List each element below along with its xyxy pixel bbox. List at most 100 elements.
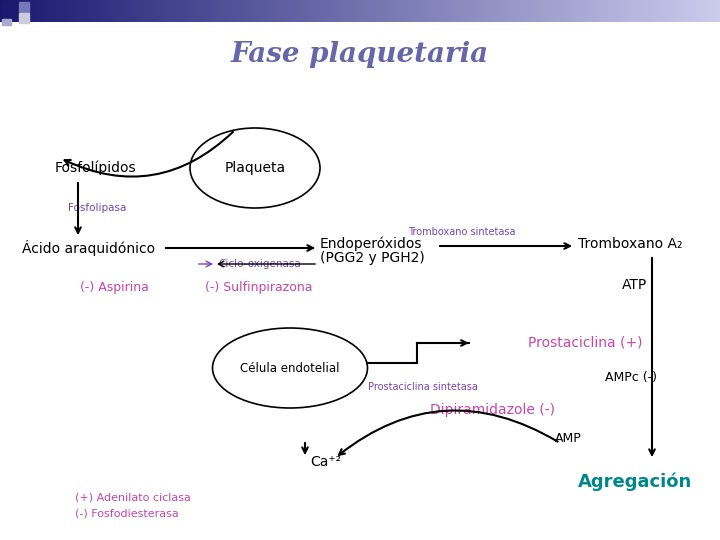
Bar: [406, 0, 407, 22]
Bar: [335, 0, 336, 22]
Text: Fase plaquetaria: Fase plaquetaria: [231, 42, 489, 69]
Bar: [198, 0, 199, 22]
Bar: [338, 0, 339, 22]
Bar: [118, 0, 119, 22]
Bar: [438, 0, 439, 22]
Bar: [319, 0, 320, 22]
Bar: [652, 0, 653, 22]
Bar: [362, 0, 363, 22]
Bar: [9, 0, 10, 22]
Bar: [217, 0, 218, 22]
Bar: [206, 0, 207, 22]
Bar: [224, 0, 225, 22]
Bar: [659, 0, 660, 22]
Bar: [332, 0, 333, 22]
Bar: [452, 0, 453, 22]
Bar: [201, 0, 202, 22]
Text: Ácido araquidónico: Ácido araquidónico: [22, 240, 155, 256]
Text: Prostaciclina sintetasa: Prostaciclina sintetasa: [368, 382, 478, 392]
Bar: [639, 0, 640, 22]
Bar: [591, 0, 592, 22]
Bar: [481, 0, 482, 22]
Bar: [123, 0, 124, 22]
Bar: [7, 0, 8, 22]
Bar: [105, 0, 106, 22]
Bar: [163, 0, 164, 22]
Bar: [252, 0, 253, 22]
Bar: [78, 0, 79, 22]
Text: Dipiramidazole (-): Dipiramidazole (-): [430, 403, 555, 417]
Bar: [640, 0, 641, 22]
Bar: [323, 0, 324, 22]
Bar: [597, 0, 598, 22]
Bar: [94, 0, 95, 22]
Bar: [586, 0, 587, 22]
Bar: [350, 0, 351, 22]
Bar: [518, 0, 519, 22]
Bar: [305, 0, 306, 22]
Bar: [176, 0, 177, 22]
Bar: [525, 0, 526, 22]
Bar: [699, 0, 700, 22]
Bar: [320, 0, 321, 22]
Bar: [698, 0, 699, 22]
Bar: [57, 0, 58, 22]
Bar: [583, 0, 584, 22]
Bar: [515, 0, 516, 22]
Bar: [197, 0, 198, 22]
Bar: [239, 0, 240, 22]
Bar: [511, 0, 512, 22]
Bar: [286, 0, 287, 22]
Bar: [682, 0, 683, 22]
Bar: [449, 0, 450, 22]
Bar: [225, 0, 226, 22]
Bar: [442, 0, 443, 22]
Bar: [621, 0, 622, 22]
Bar: [29, 0, 30, 22]
Bar: [290, 0, 291, 22]
Bar: [520, 0, 521, 22]
Bar: [539, 0, 540, 22]
Bar: [324, 0, 325, 22]
Bar: [342, 0, 343, 22]
Bar: [115, 0, 116, 22]
Bar: [617, 0, 618, 22]
Bar: [99, 0, 100, 22]
Bar: [140, 0, 141, 22]
Bar: [235, 0, 236, 22]
Bar: [409, 0, 410, 22]
Bar: [149, 0, 150, 22]
Bar: [151, 0, 152, 22]
Bar: [635, 0, 636, 22]
Bar: [715, 0, 716, 22]
Bar: [674, 0, 675, 22]
Bar: [145, 0, 146, 22]
Bar: [136, 0, 137, 22]
Bar: [307, 0, 308, 22]
Bar: [552, 0, 553, 22]
Bar: [508, 0, 509, 22]
Bar: [657, 0, 658, 22]
Bar: [11, 0, 12, 22]
Bar: [227, 0, 228, 22]
Bar: [96, 0, 97, 22]
Bar: [609, 0, 610, 22]
Bar: [269, 0, 270, 22]
Bar: [414, 0, 415, 22]
Bar: [102, 0, 103, 22]
Bar: [340, 0, 341, 22]
Bar: [556, 0, 557, 22]
Bar: [620, 0, 621, 22]
Bar: [521, 0, 522, 22]
Bar: [129, 0, 130, 22]
Bar: [630, 0, 631, 22]
Bar: [85, 0, 86, 22]
Bar: [120, 0, 121, 22]
Bar: [411, 0, 412, 22]
Bar: [1, 0, 2, 22]
Bar: [256, 0, 257, 22]
Bar: [672, 0, 673, 22]
Bar: [192, 0, 193, 22]
Bar: [676, 0, 677, 22]
Bar: [285, 0, 286, 22]
